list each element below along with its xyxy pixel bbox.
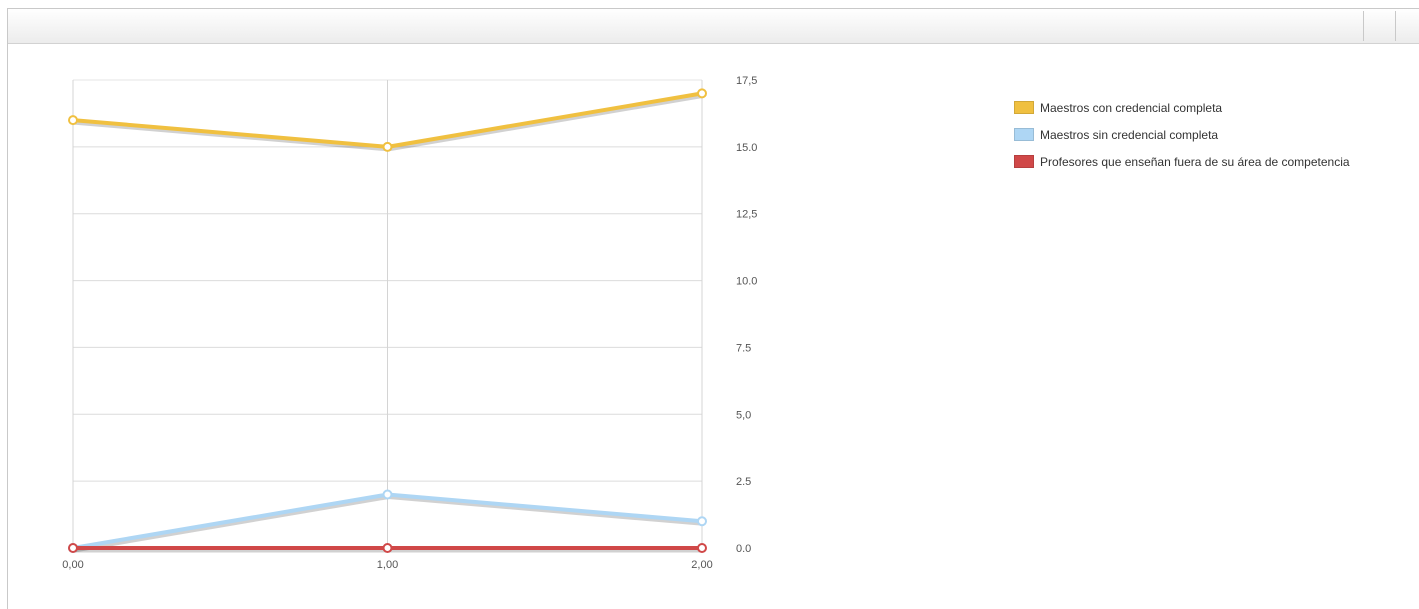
legend-swatch	[1014, 128, 1034, 141]
y-tick-label: 10.0	[736, 276, 757, 288]
series-shadow	[73, 493, 704, 553]
legend-swatch	[1014, 155, 1034, 168]
data-point[interactable]	[382, 489, 393, 500]
chart-ticks: 0.0 2.5 5,0 7.5 10.0 12,5 15.0 17,5 0,00 1,00 2,00	[62, 75, 757, 571]
series-shadow	[73, 92, 704, 152]
y-tick-label: 0.0	[736, 543, 751, 555]
y-tick-label: 15.0	[736, 142, 757, 154]
x-tick-label: 2,00	[691, 559, 712, 571]
legend-swatch	[1014, 101, 1034, 114]
legend-item[interactable]: Maestros sin credencial completa	[1014, 121, 1350, 148]
chart-grid	[72, 79, 703, 549]
data-point[interactable]	[697, 516, 707, 527]
legend-label: Maestros sin credencial completa	[1040, 127, 1219, 142]
chart-toolbar	[8, 9, 1419, 44]
legend-label: Profesores que enseñan fuera de su área …	[1040, 154, 1350, 169]
y-tick-label: 17,5	[736, 75, 757, 87]
chart-panel	[7, 8, 1419, 609]
data-point[interactable]	[68, 115, 78, 126]
data-point[interactable]	[382, 141, 393, 152]
toolbar-button-2[interactable]	[1395, 11, 1419, 41]
y-tick-label: 12,5	[736, 209, 757, 221]
legend-item[interactable]: Maestros con credencial completa	[1014, 94, 1350, 121]
data-point[interactable]	[382, 543, 393, 553]
legend-label: Maestros con credencial completa	[1040, 100, 1223, 115]
data-point[interactable]	[68, 543, 78, 553]
y-tick-label: 5,0	[736, 409, 751, 421]
y-tick-label: 2.5	[736, 476, 751, 488]
data-point[interactable]	[697, 543, 707, 553]
chart-series	[68, 88, 707, 553]
legend-item[interactable]: Profesores que enseñan fuera de su área …	[1014, 148, 1350, 175]
x-tick-label: 1,00	[377, 559, 398, 571]
x-tick-label: 0,00	[62, 559, 83, 571]
y-tick-label: 7.5	[736, 342, 751, 354]
chart-legend: Maestros con credencial completa Maestros…	[1014, 94, 1350, 175]
toolbar-button-1[interactable]	[1363, 11, 1393, 41]
data-point[interactable]	[697, 88, 707, 99]
